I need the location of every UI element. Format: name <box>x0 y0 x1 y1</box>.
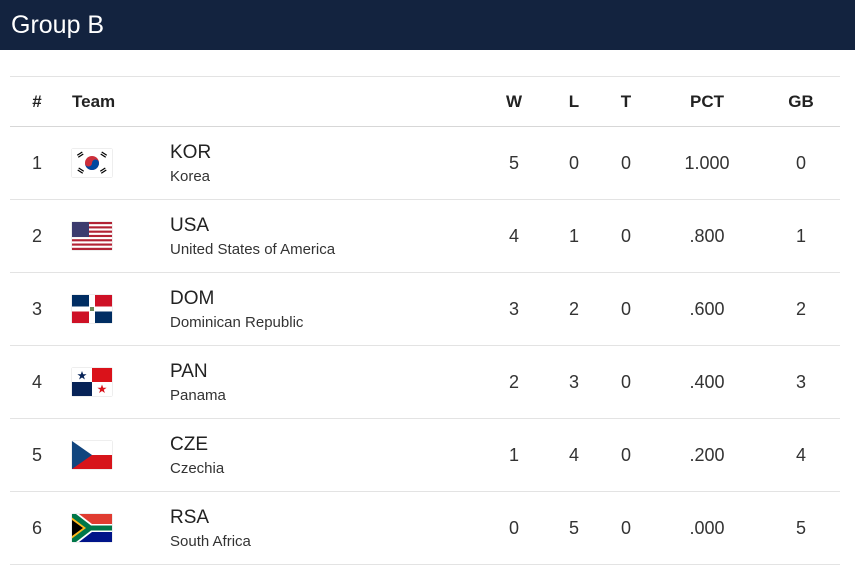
games-behind: 5 <box>795 517 806 538</box>
ties: 0 <box>620 298 631 319</box>
wins: 5 <box>508 152 519 173</box>
team-code[interactable]: KOR <box>170 141 212 163</box>
rank: 6 <box>31 517 42 538</box>
losses: 0 <box>568 152 579 173</box>
games-behind: 1 <box>795 225 806 246</box>
team-country: Panama <box>170 386 226 404</box>
team-country: South Africa <box>170 532 251 550</box>
standings-table: # Team W L T PCT GB 1 <box>10 76 840 565</box>
rank: 3 <box>31 298 42 319</box>
rank: 1 <box>31 152 42 173</box>
ties: 0 <box>620 371 631 392</box>
col-gb-header[interactable]: GB <box>788 91 814 111</box>
team-code[interactable]: PAN <box>170 360 208 382</box>
table-row[interactable]: 4 PAN Panama 2 3 0 .400 3 <box>10 346 840 419</box>
wins: 1 <box>508 444 519 465</box>
table-row[interactable]: 1 KOR Korea 5 <box>10 127 840 200</box>
col-pct-header[interactable]: PCT <box>690 91 724 111</box>
south-africa-flag-icon <box>72 514 112 542</box>
team-country: United States of America <box>170 240 336 258</box>
table-row[interactable]: 5 CZE Czechia 1 4 0 .200 4 <box>10 419 840 492</box>
win-pct: .600 <box>689 298 725 319</box>
rank: 4 <box>31 371 42 392</box>
games-behind: 4 <box>795 444 806 465</box>
losses: 5 <box>568 517 579 538</box>
wins: 2 <box>508 371 519 392</box>
win-pct: .000 <box>689 517 725 538</box>
czechia-flag-icon <box>72 441 112 469</box>
dominican-republic-flag-icon <box>72 295 112 323</box>
games-behind: 3 <box>795 371 806 392</box>
col-l-header[interactable]: L <box>568 91 580 111</box>
losses: 2 <box>568 298 579 319</box>
team-country: Czechia <box>170 459 225 477</box>
wins: 0 <box>508 517 519 538</box>
usa-flag-icon <box>72 222 112 250</box>
ties: 0 <box>620 152 631 173</box>
table-row[interactable]: 6 RSA South Africa 0 5 0 .000 5 <box>10 492 840 565</box>
group-header: Group B <box>0 0 855 50</box>
table-row[interactable]: 3 DOM Dominican Republic 3 2 0 .600 2 <box>10 273 840 346</box>
col-t-header[interactable]: T <box>620 91 632 111</box>
losses: 4 <box>568 444 579 465</box>
team-code[interactable]: DOM <box>170 287 215 309</box>
team-code[interactable]: USA <box>170 214 210 236</box>
win-pct: .800 <box>689 225 725 246</box>
ties: 0 <box>620 517 631 538</box>
panama-flag-icon <box>72 368 112 396</box>
team-country: Korea <box>170 167 211 185</box>
korea-flag-icon <box>72 149 112 177</box>
ties: 0 <box>620 444 631 465</box>
ties: 0 <box>620 225 631 246</box>
games-behind: 0 <box>795 152 806 173</box>
games-behind: 2 <box>795 298 806 319</box>
table-row[interactable]: 2 USA United States of America 4 1 0 .80… <box>10 200 840 273</box>
rank: 2 <box>31 225 42 246</box>
team-code[interactable]: CZE <box>170 433 208 455</box>
table-header: # Team W L T PCT GB <box>10 77 840 127</box>
col-w-header[interactable]: W <box>505 91 523 111</box>
team-country: Dominican Republic <box>170 313 304 331</box>
col-team-header[interactable]: Team <box>72 91 116 111</box>
win-pct: .400 <box>689 371 725 392</box>
team-code[interactable]: RSA <box>170 506 210 528</box>
win-pct: 1.000 <box>684 152 730 173</box>
win-pct: .200 <box>689 444 725 465</box>
group-title: Group B <box>11 10 105 39</box>
col-rank-header[interactable]: # <box>32 91 42 111</box>
losses: 3 <box>568 371 579 392</box>
losses: 1 <box>568 225 579 246</box>
wins: 3 <box>508 298 519 319</box>
wins: 4 <box>508 225 519 246</box>
rank: 5 <box>31 444 42 465</box>
